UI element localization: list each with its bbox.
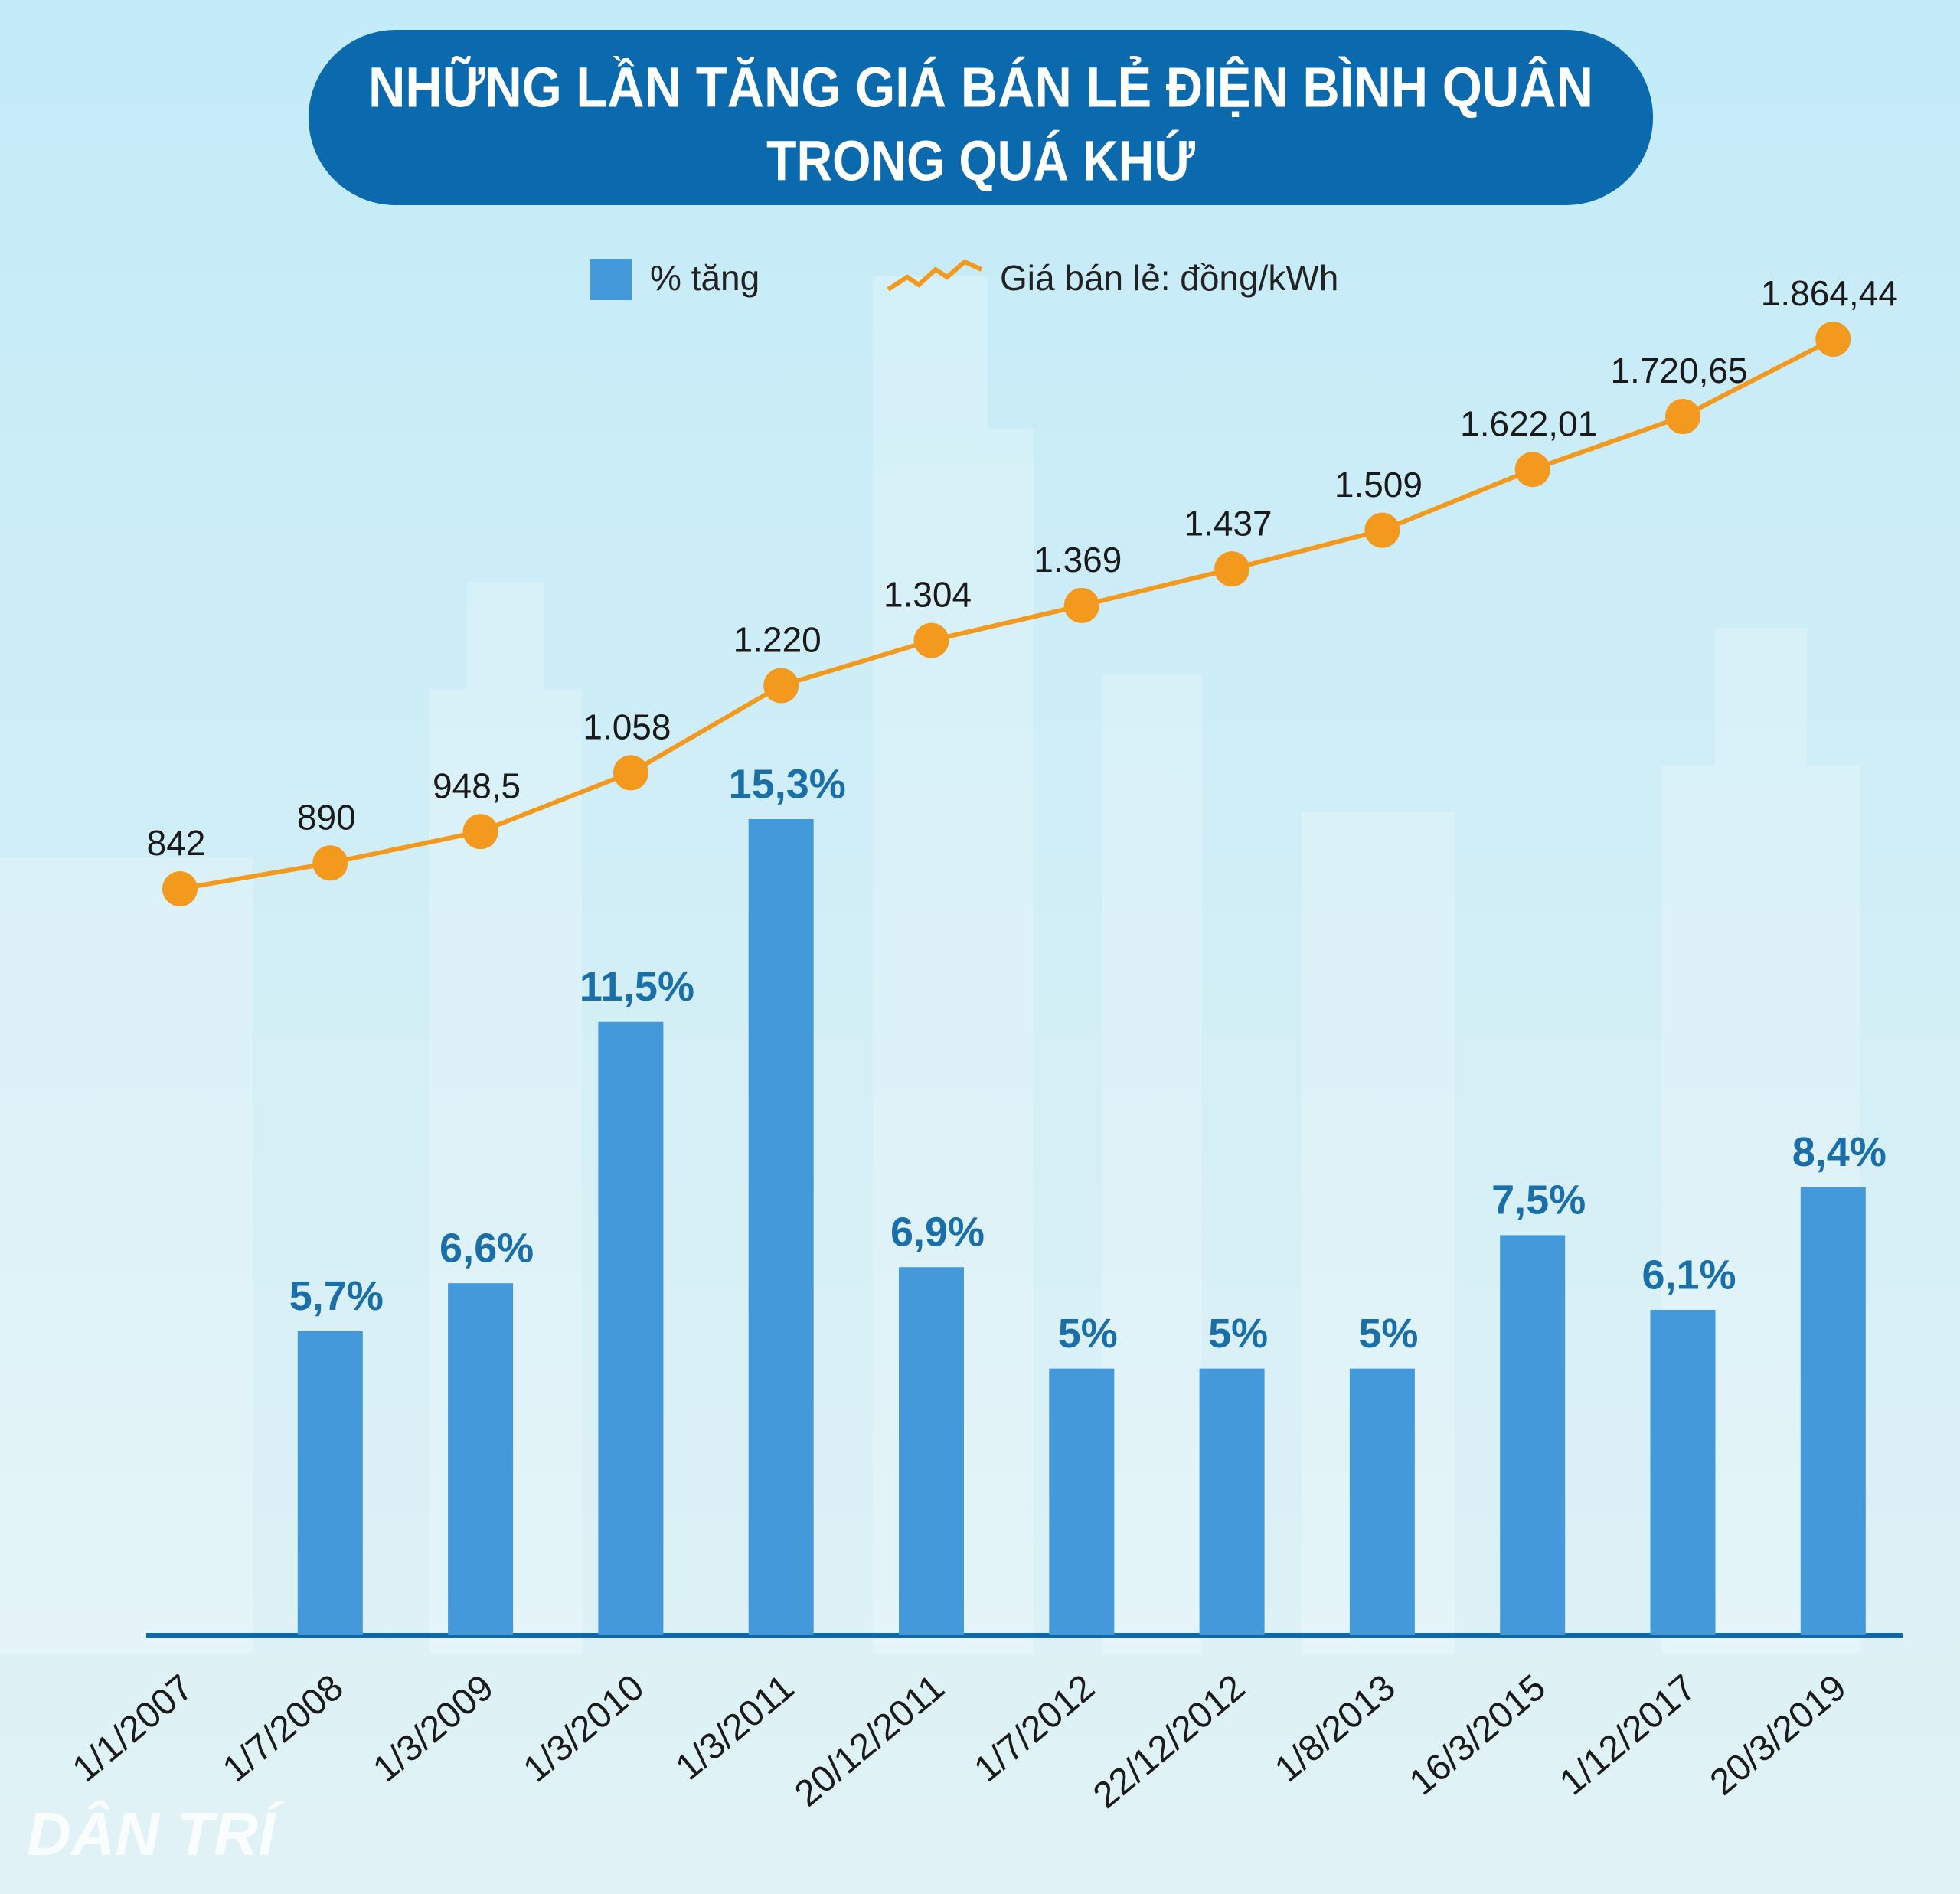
- line-value-label: 1.304: [884, 575, 972, 615]
- bar: [1199, 1368, 1265, 1635]
- line-point: [612, 755, 648, 791]
- bar-value-label: 5%: [1358, 1311, 1418, 1357]
- line-point: [1665, 398, 1700, 434]
- bar: [297, 1331, 363, 1635]
- line-value-label: 1.220: [733, 620, 822, 660]
- line-point: [462, 814, 498, 850]
- bar: [748, 819, 814, 1635]
- bar: [899, 1267, 964, 1635]
- bar: [448, 1283, 514, 1635]
- bar-value-label: 6,1%: [1642, 1252, 1736, 1298]
- bar-value-label: 6,6%: [439, 1225, 534, 1271]
- line: [179, 337, 1834, 891]
- title-banner: [309, 30, 1653, 205]
- chart-title: TRONG QUÁ KHỨ: [766, 129, 1196, 193]
- line-value-label: 948,5: [433, 766, 521, 805]
- bar-value-label: 6,9%: [890, 1210, 985, 1256]
- bar: [1800, 1187, 1866, 1635]
- bar-value-label: 8,4%: [1792, 1129, 1886, 1175]
- bar: [598, 1021, 664, 1635]
- bar: [1500, 1235, 1566, 1635]
- chart-title: NHỮNG LẦN TĂNG GIÁ BÁN LẺ ĐIỆN BÌNH QUÂN: [368, 56, 1593, 119]
- bar-value-label: 5%: [1058, 1311, 1118, 1357]
- bar-value-label: 5%: [1208, 1311, 1268, 1357]
- bar: [1049, 1368, 1115, 1635]
- watermark: DÂN TRÍ: [27, 1800, 284, 1868]
- line-value-label: 1.058: [583, 707, 671, 746]
- line-point: [1815, 322, 1851, 357]
- line-point: [162, 871, 198, 906]
- bar-value-label: 5,7%: [289, 1273, 384, 1319]
- line-value-label: 842: [147, 823, 206, 863]
- line-point: [312, 845, 348, 881]
- bar-value-label: 15,3%: [729, 761, 846, 807]
- line-point: [1514, 452, 1550, 488]
- line-value-label: 1.369: [1034, 540, 1122, 580]
- line-value-label: 1.720,65: [1610, 351, 1747, 390]
- legend-swatch: [590, 259, 632, 300]
- line-point: [1364, 512, 1400, 548]
- bar: [1650, 1309, 1716, 1635]
- line-value-label: 1.622,01: [1460, 403, 1597, 443]
- line-value-label: 1.437: [1184, 503, 1272, 543]
- legend-swatch: [887, 259, 983, 292]
- line-point: [913, 622, 949, 658]
- line-point: [1214, 551, 1250, 587]
- bar: [1349, 1368, 1415, 1635]
- bar-value-label: 11,5%: [580, 964, 694, 1010]
- line-point: [763, 668, 799, 704]
- line-value-label: 1.864,44: [1761, 273, 1898, 313]
- line-point: [1063, 587, 1099, 623]
- legend-label: % tăng: [650, 258, 760, 298]
- line-value-label: 890: [297, 797, 356, 837]
- line-value-label: 1.509: [1334, 465, 1423, 505]
- legend-label: Giá bán lẻ: đồng/kWh: [1000, 258, 1338, 298]
- bar-value-label: 7,5%: [1491, 1177, 1586, 1223]
